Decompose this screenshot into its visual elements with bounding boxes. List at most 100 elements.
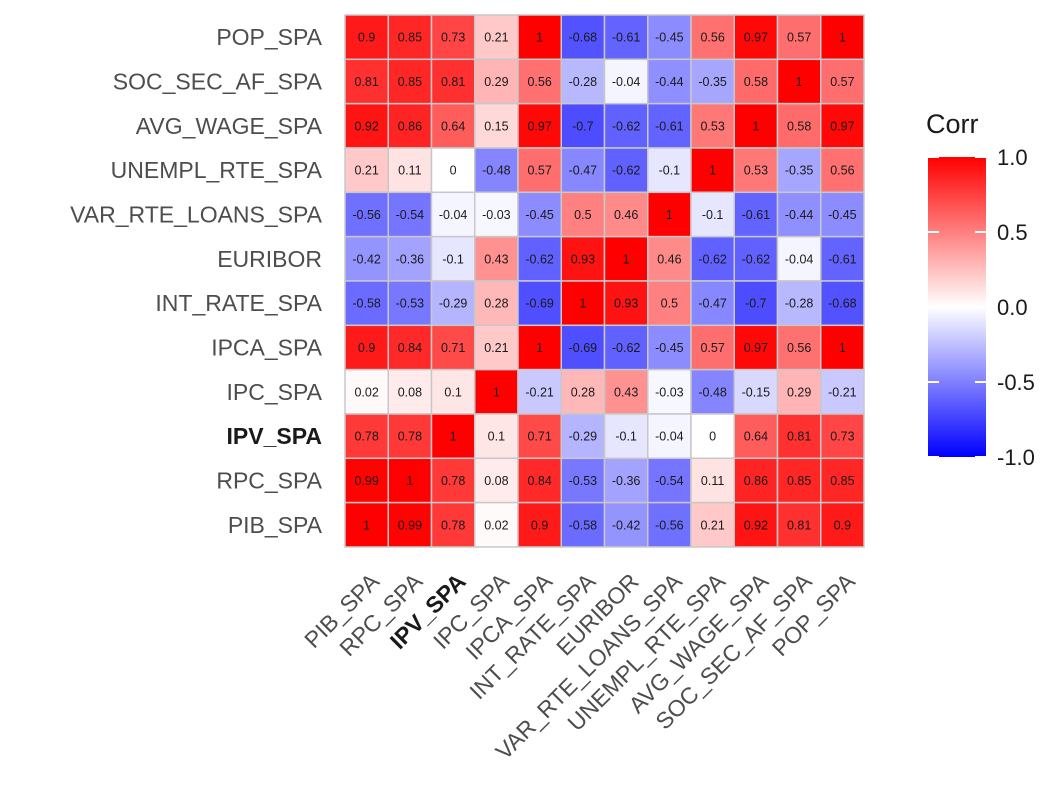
- cell-value: 0.64: [744, 430, 768, 444]
- heatmap-cell: [690, 58, 735, 105]
- cell-value: -0.47: [698, 297, 727, 311]
- heatmap-cell: [387, 191, 433, 238]
- cell-value: 0.58: [787, 119, 811, 133]
- heatmap-cell: [603, 58, 649, 105]
- cell-value: 0.1: [488, 430, 505, 444]
- legend-tick-label: -0.5: [997, 370, 1035, 395]
- cell-value: 0.29: [484, 75, 508, 89]
- cell-value: 0.02: [354, 385, 378, 399]
- cell-value: 1: [363, 518, 370, 532]
- cell-value: 0.11: [398, 164, 421, 178]
- legend-tick-label: 1.0: [997, 145, 1028, 170]
- heatmap-cell: [474, 280, 519, 327]
- cell-value: -0.45: [655, 31, 684, 45]
- heatmap-cell: [517, 191, 562, 238]
- cell-value: -0.44: [785, 208, 814, 222]
- cell-value: 1: [709, 164, 716, 178]
- cell-value: 1: [579, 297, 586, 311]
- cell-value: 1: [752, 119, 759, 133]
- heatmap-cell: [560, 368, 606, 415]
- cell-value: -0.42: [352, 252, 381, 266]
- cell-value: -0.53: [396, 297, 425, 311]
- cell-value: 0.97: [744, 341, 768, 355]
- cell-value: -0.1: [442, 252, 464, 266]
- cell-value: -0.62: [525, 252, 554, 266]
- cell-value: -0.04: [655, 430, 684, 444]
- cell-value: 0.71: [441, 341, 465, 355]
- cell-value: -0.42: [612, 518, 641, 532]
- cell-value: -0.03: [655, 385, 684, 399]
- heatmap-cell: [603, 235, 649, 282]
- y-axis-label: VAR_RTE_LOANS_SPA: [70, 201, 322, 227]
- heatmap-cell: [344, 14, 389, 61]
- cell-value: 0.97: [744, 31, 768, 45]
- heatmap-cell: [647, 14, 692, 61]
- heatmap-cell: [647, 413, 692, 460]
- heatmap-cell: [344, 191, 389, 238]
- heatmap-cell: [430, 191, 476, 238]
- heatmap-cell: [430, 102, 476, 149]
- cell-value: -0.61: [828, 252, 857, 266]
- cell-value: 0.81: [787, 518, 811, 532]
- y-axis-label: INT_RATE_SPA: [155, 290, 322, 316]
- cell-value: 0.46: [657, 252, 681, 266]
- cell-value: -0.47: [569, 164, 598, 178]
- cell-value: -0.28: [569, 75, 598, 89]
- legend-title: Corr: [926, 109, 979, 139]
- y-axis-label: UNEMPL_RTE_SPA: [111, 157, 323, 183]
- heatmap-cell: [517, 324, 562, 371]
- cell-value: -0.61: [655, 119, 684, 133]
- x-axis-labels: PIB_SPARPC_SPAIPV_SPAIPC_SPAIPCA_SPAINT_…: [299, 568, 860, 765]
- cell-value: -0.58: [569, 518, 598, 532]
- cell-value: -0.61: [742, 208, 771, 222]
- cell-value: -0.28: [785, 297, 814, 311]
- heatmap-cell: [560, 501, 606, 548]
- heatmap-cell: [733, 58, 779, 105]
- heatmap-cell: [344, 235, 389, 282]
- heatmap-cell: [776, 58, 822, 105]
- cell-value: 0.58: [744, 75, 768, 89]
- cell-value: -0.61: [612, 31, 641, 45]
- heatmap-cell: [603, 191, 649, 238]
- y-axis-label: IPCA_SPA: [211, 334, 322, 360]
- heatmap-cell: [430, 368, 476, 415]
- cell-value: 0.81: [787, 430, 811, 444]
- heatmap-cell: [387, 413, 433, 460]
- heatmap-cell: [474, 413, 519, 460]
- cell-value: 1: [839, 341, 846, 355]
- heatmap-cell: [690, 147, 735, 194]
- cell-value: -0.56: [655, 518, 684, 532]
- cell-value: -0.48: [482, 164, 511, 178]
- cell-value: 0.78: [398, 430, 422, 444]
- cell-value: -0.56: [352, 208, 381, 222]
- heatmap-cell: [474, 235, 519, 282]
- heatmap-cell: [430, 457, 476, 504]
- heatmap-cell: [344, 280, 389, 327]
- cell-value: -0.62: [698, 252, 727, 266]
- cell-value: 1: [536, 31, 543, 45]
- heatmap-cell: [820, 102, 865, 149]
- cell-value: -0.35: [785, 164, 814, 178]
- cell-value: 0.1: [444, 385, 461, 399]
- cell-value: 0.78: [441, 518, 465, 532]
- heatmap-cell: [603, 457, 649, 504]
- cell-value: -0.29: [439, 297, 468, 311]
- cell-value: 0.46: [614, 208, 638, 222]
- cell-value: 0: [709, 430, 716, 444]
- cell-value: 1: [623, 252, 630, 266]
- cell-value: 0.85: [398, 75, 422, 89]
- cell-value: -0.04: [785, 252, 814, 266]
- heatmap-cell: [430, 280, 476, 327]
- cell-value: 0.85: [398, 31, 422, 45]
- heatmap-cell: [344, 324, 389, 371]
- heatmap-cell: [430, 324, 476, 371]
- cell-value: -0.54: [655, 474, 684, 488]
- legend-tick-label: 0.5: [997, 220, 1028, 245]
- cell-value: -0.69: [569, 341, 598, 355]
- y-axis-label: AVG_WAGE_SPA: [136, 113, 323, 139]
- heatmap-cell: [387, 280, 433, 327]
- cell-value: 0.43: [614, 385, 638, 399]
- cell-value: 0.5: [574, 208, 591, 222]
- legend-tick-label: 0.0: [997, 295, 1028, 320]
